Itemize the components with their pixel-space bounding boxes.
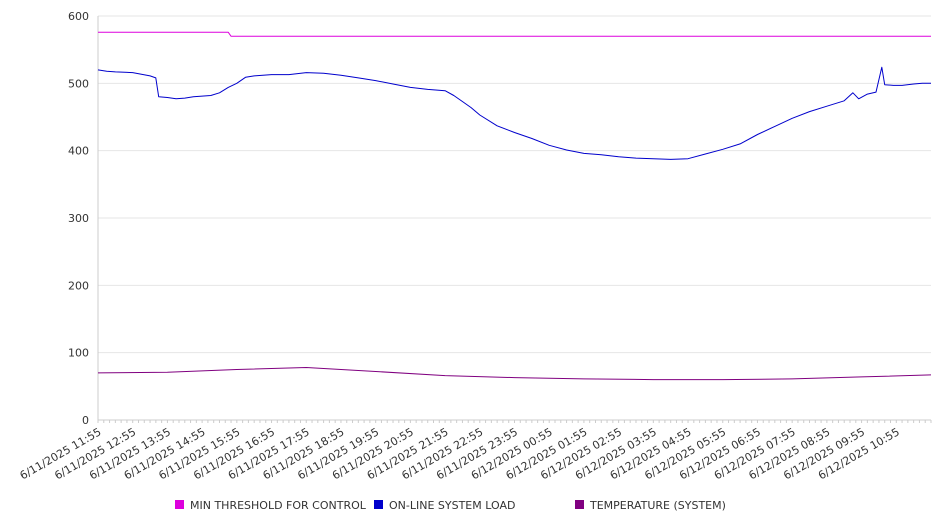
- series-lines: [97, 31, 932, 381]
- y-tick-label: 200: [68, 279, 89, 292]
- y-tick-label: 100: [68, 347, 89, 360]
- legend-label: ON-LINE SYSTEM LOAD: [389, 499, 515, 512]
- y-tick-label: 0: [82, 414, 89, 427]
- y-tick-label: 500: [68, 77, 89, 90]
- x-axis-tick-labels: 6/11/2025 11:556/11/2025 12:556/11/2025 …: [18, 425, 902, 482]
- legend-swatch: [374, 500, 383, 509]
- series-line-on-line-system-load: [97, 66, 931, 160]
- legend-label: TEMPERATURE (SYSTEM): [589, 499, 726, 512]
- legend: MIN THRESHOLD FOR CONTROL ON-LINE SYSTEM …: [175, 499, 726, 512]
- y-tick-label: 400: [68, 145, 89, 158]
- gridlines: [98, 15, 931, 354]
- y-tick-label: 300: [68, 212, 89, 225]
- legend-label: MIN THRESHOLD FOR CONTROL: [190, 499, 367, 512]
- series-line-min-threshold-for-control: [98, 31, 931, 37]
- y-tick-label: 600: [68, 10, 89, 23]
- legend-swatch: [575, 500, 584, 509]
- series-line-temperature-system: [97, 367, 932, 381]
- legend-swatch: [175, 500, 184, 509]
- y-axis-tick-labels: 0 100 200 300 400 500 600: [68, 10, 89, 427]
- axes: [97, 16, 932, 423]
